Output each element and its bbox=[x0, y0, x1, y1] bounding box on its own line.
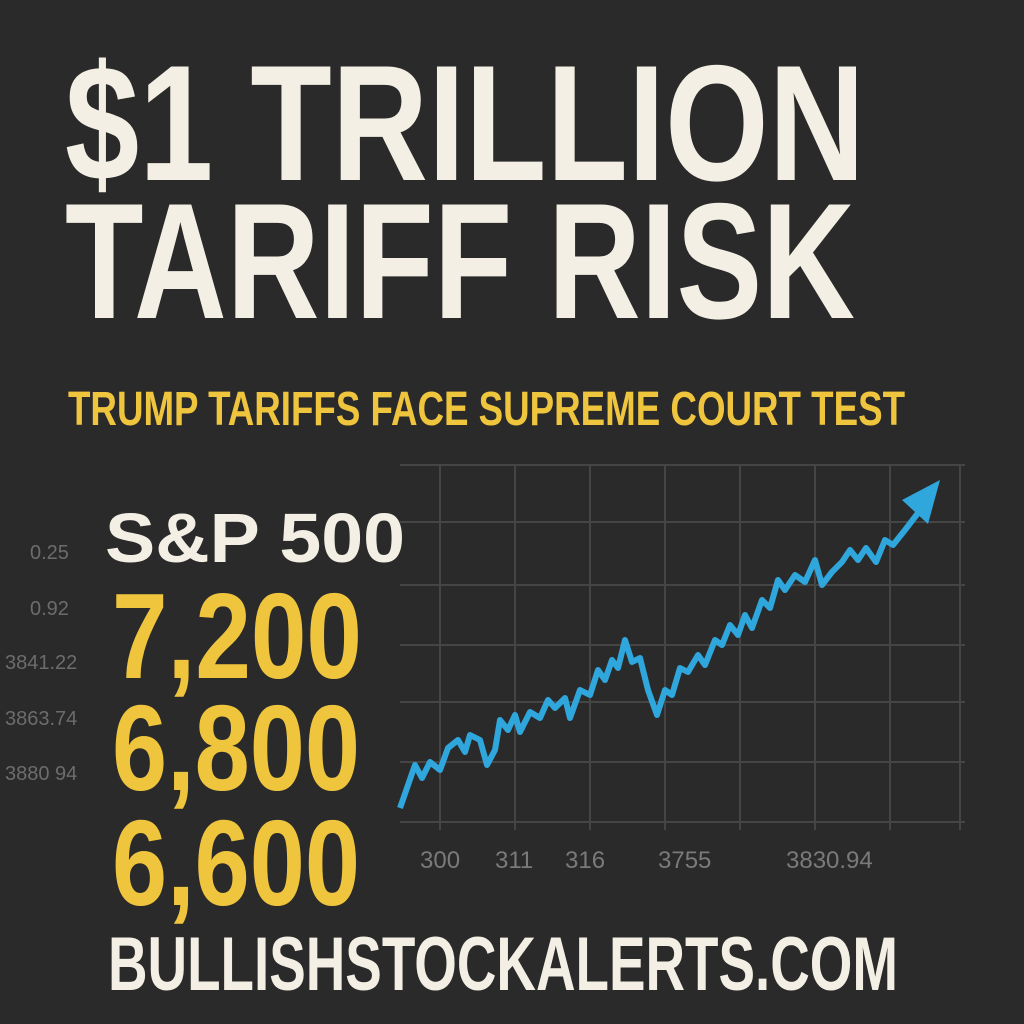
axis-label: 3880 94 bbox=[5, 763, 77, 785]
axis-label: 316 bbox=[565, 847, 605, 874]
axis-label: 3755 bbox=[658, 847, 711, 874]
trend-line bbox=[397, 511, 921, 809]
axis-label: 311 bbox=[495, 847, 533, 874]
footer: BULLISHSTOCKALERTS.COM bbox=[108, 922, 898, 1007]
axis-label: 3863.74 bbox=[5, 708, 77, 730]
index-name: S&P 500 bbox=[105, 499, 405, 577]
axis-label: 0.92 bbox=[30, 598, 69, 620]
grid bbox=[400, 464, 965, 830]
axis-label: 3830.94 bbox=[786, 847, 873, 874]
headline: $1 TRILLION bbox=[65, 31, 865, 215]
axis-label: 3841.22 bbox=[5, 652, 77, 674]
axis-label: 300 bbox=[420, 847, 460, 874]
index-target: 6,800 bbox=[112, 680, 360, 816]
axis-label: 0.25 bbox=[30, 542, 69, 564]
index-target: 6,600 bbox=[112, 795, 360, 931]
headline: TARIFF RISK bbox=[65, 169, 855, 353]
subtitle: TRUMP TARIFFS FACE SUPREME COURT TEST bbox=[68, 383, 905, 436]
trend-arrow bbox=[902, 480, 940, 524]
index-target: 7,200 bbox=[112, 568, 362, 704]
